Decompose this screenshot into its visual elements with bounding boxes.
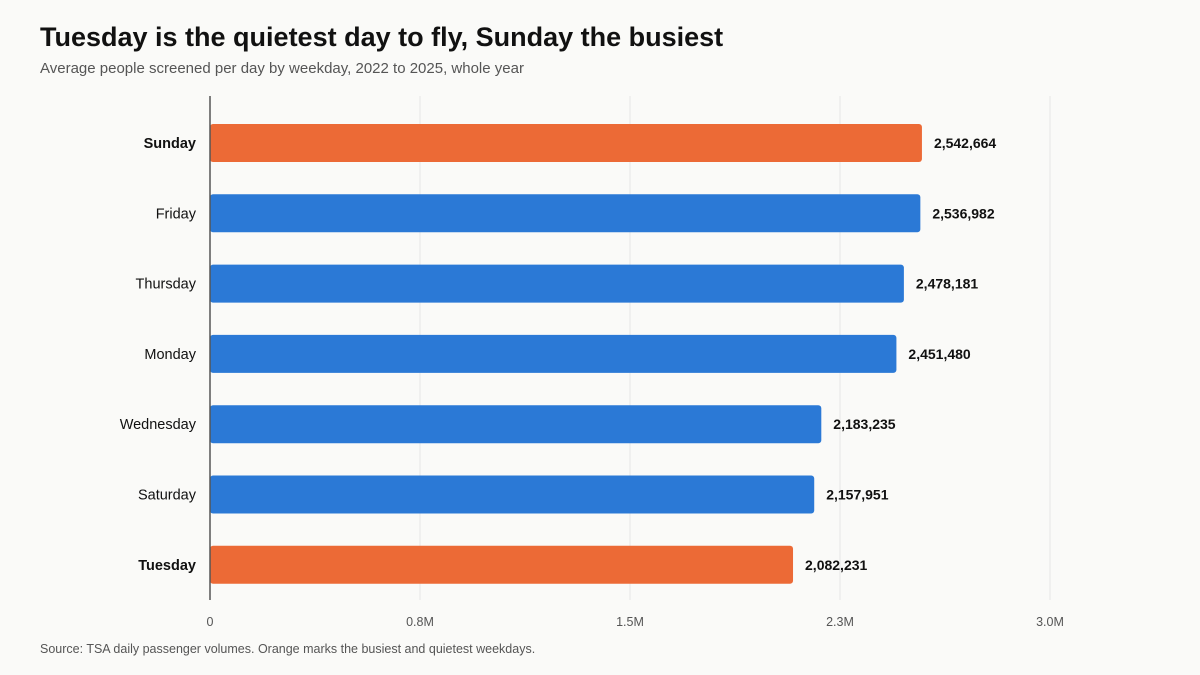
x-tick-label: 2.3M [826,615,854,629]
bar-tuesday [210,545,794,584]
value-label: 2,451,480 [908,346,970,362]
bar-monday [210,334,897,373]
x-tick-label: 3.0M [1036,615,1064,629]
bar-saturday [210,475,815,514]
category-label: Tuesday [138,558,196,574]
value-label: 2,542,664 [934,135,996,151]
category-label: Wednesday [120,417,197,433]
value-label: 2,478,181 [916,276,978,292]
category-label: Friday [156,206,197,222]
category-label: Saturday [138,488,197,504]
category-label: Thursday [136,277,197,293]
x-tick-label: 1.5M [616,615,644,629]
category-label: Monday [144,347,196,363]
value-label: 2,536,982 [932,205,994,221]
value-label: 2,082,231 [805,557,867,573]
chart-source-note: Source: TSA daily passenger volumes. Ora… [40,642,536,656]
bar-wednesday [210,405,822,444]
bar-thursday [210,264,904,303]
bar-friday [210,194,921,233]
chart-title: Tuesday is the quietest day to fly, Sund… [40,22,724,52]
bar-sunday [210,124,922,162]
value-label: 2,157,951 [826,487,888,503]
x-tick-label: 0 [207,615,214,629]
chart-subtitle: Average people screened per day by weekd… [40,60,524,77]
x-tick-label: 0.8M [406,615,434,629]
category-label: Sunday [144,136,196,152]
value-label: 2,183,235 [833,416,895,432]
